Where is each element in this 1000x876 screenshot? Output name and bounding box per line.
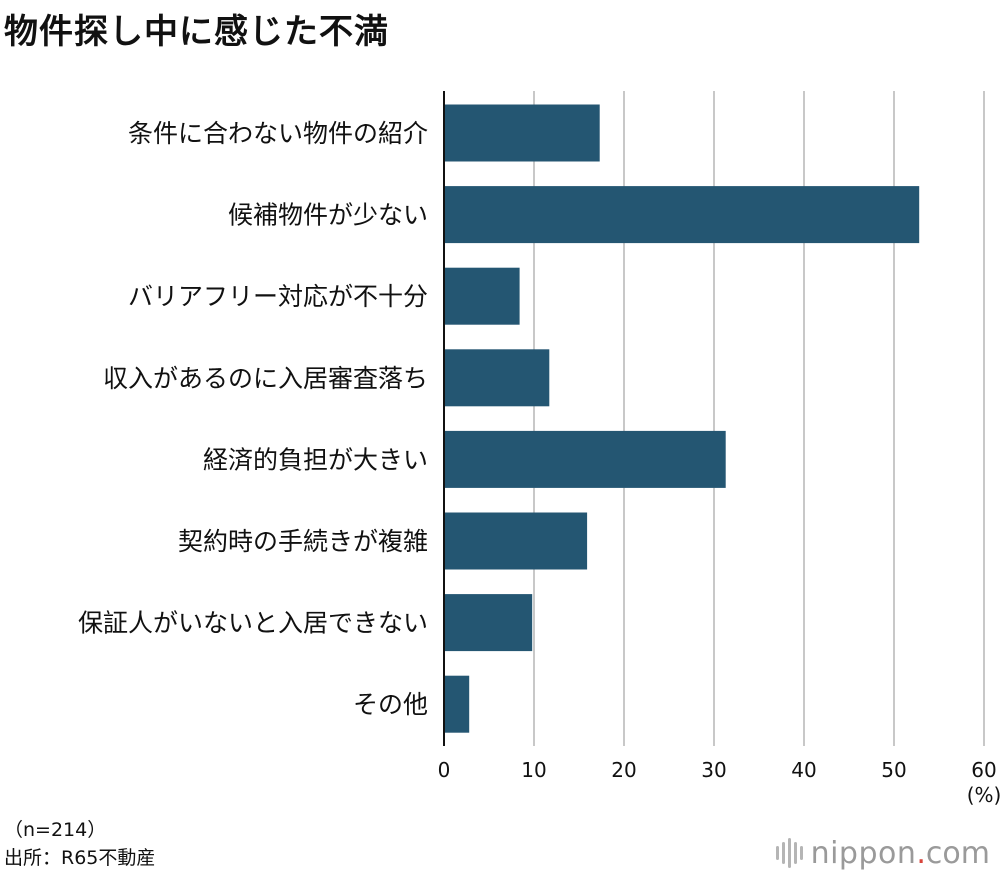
bar <box>444 186 920 244</box>
x-tick-label: 0 <box>438 758 451 782</box>
bar <box>444 104 600 162</box>
category-label: 契約時の手続きが複雑 <box>178 527 428 556</box>
x-tick-label: 10 <box>521 758 546 782</box>
brand-dot: . <box>916 835 926 871</box>
x-tick-label: 60 <box>971 758 996 782</box>
category-label: 条件に合わない物件の紹介 <box>128 119 428 148</box>
x-tick-label: 50 <box>881 758 906 782</box>
x-tick-label: 40 <box>791 758 816 782</box>
category-label: 経済的負担が大きい <box>203 445 428 474</box>
x-tick-label: 30 <box>701 758 726 782</box>
bar <box>444 349 550 407</box>
category-labels: 条件に合わない物件の紹介候補物件が少ないバリアフリー対応が不十分収入があるのに入… <box>78 119 428 719</box>
source-note: 出所：R65不動産 <box>4 847 156 869</box>
bar <box>444 594 533 652</box>
brand-name: nippon <box>810 835 917 871</box>
category-label: 候補物件が少ない <box>228 201 428 230</box>
sample-size-note: （n=214） <box>4 819 107 841</box>
bar <box>444 430 726 488</box>
brand-tld: com <box>925 835 990 871</box>
bar <box>444 675 470 733</box>
x-axis-unit: (%) <box>967 783 1000 807</box>
bar <box>444 512 588 570</box>
x-axis-ticks: 0 10 20 30 40 50 60 <box>438 758 997 782</box>
category-label: その他 <box>353 690 428 719</box>
bars <box>444 104 920 733</box>
category-label: 保証人がいないと入居できない <box>78 609 428 638</box>
category-label: バリアフリー対応が不十分 <box>128 282 428 311</box>
chart-title: 物件探し中に感じた不満 <box>4 12 389 52</box>
waveform-icon <box>775 838 803 868</box>
bar <box>444 267 520 325</box>
brand-logo: nippon. com <box>775 833 990 873</box>
category-label: 収入があるのに入居審査落ち <box>103 364 428 393</box>
x-tick-label: 20 <box>611 758 636 782</box>
